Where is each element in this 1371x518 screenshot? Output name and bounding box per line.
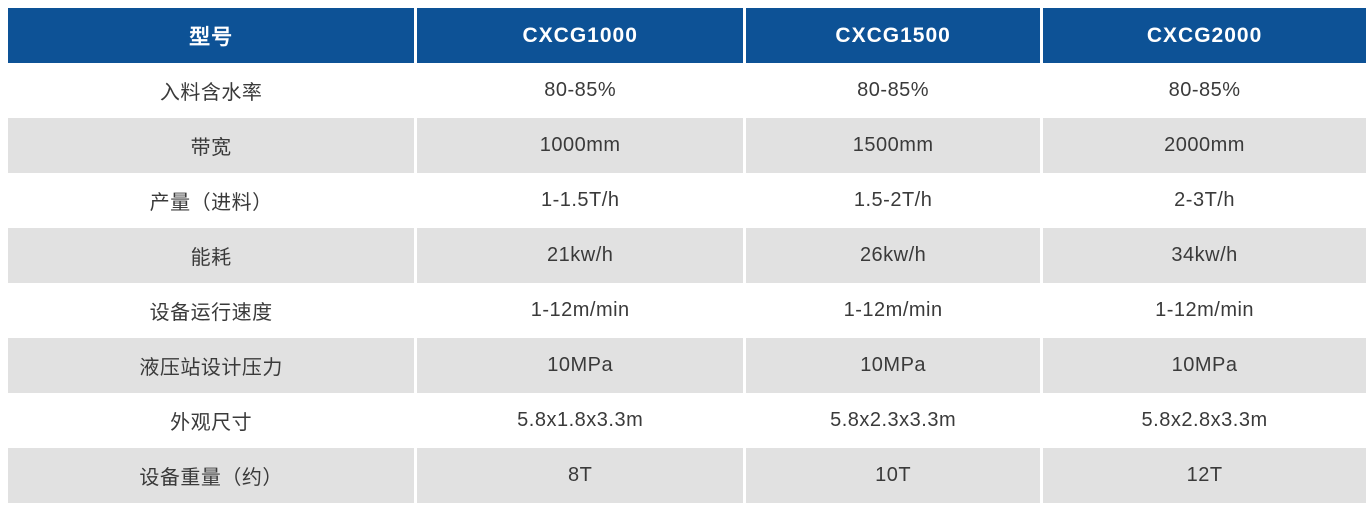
cell-weight-cxcg1500: 10T [746,448,1041,503]
cell-belt-width-cxcg1500: 1500mm [746,118,1041,173]
row-label-hydraulic-pressure: 液压站设计压力 [8,338,415,393]
cell-dimensions-cxcg1500: 5.8x2.3x3.3m [746,393,1041,448]
cell-feed-moisture-cxcg1000: 80-85% [417,63,744,118]
row-label-feed-moisture: 入料含水率 [8,63,415,118]
row-label-belt-width: 带宽 [8,118,415,173]
cell-capacity-cxcg1000: 1-1.5T/h [417,173,744,228]
model-spec-table: 型号 CXCG1000 CXCG1500 CXCG2000 入料含水率 80-8… [8,8,1366,503]
cell-hydraulic-pressure-cxcg1000: 10MPa [417,338,744,393]
cell-speed-cxcg2000: 1-12m/min [1043,283,1366,338]
cell-dimensions-cxcg2000: 5.8x2.8x3.3m [1043,393,1366,448]
cell-belt-width-cxcg1000: 1000mm [417,118,744,173]
cell-feed-moisture-cxcg2000: 80-85% [1043,63,1366,118]
row-label-energy: 能耗 [8,228,415,283]
cell-energy-cxcg2000: 34kw/h [1043,228,1366,283]
cell-weight-cxcg1000: 8T [417,448,744,503]
cell-feed-moisture-cxcg1500: 80-85% [746,63,1041,118]
cell-belt-width-cxcg2000: 2000mm [1043,118,1366,173]
header-cell-cxcg2000: CXCG2000 [1043,8,1366,63]
header-cell-cxcg1500: CXCG1500 [746,8,1041,63]
row-label-speed: 设备运行速度 [8,283,415,338]
cell-speed-cxcg1500: 1-12m/min [746,283,1041,338]
row-label-weight: 设备重量（约） [8,448,415,503]
cell-speed-cxcg1000: 1-12m/min [417,283,744,338]
cell-capacity-cxcg1500: 1.5-2T/h [746,173,1041,228]
row-label-dimensions: 外观尺寸 [8,393,415,448]
cell-weight-cxcg2000: 12T [1043,448,1366,503]
cell-capacity-cxcg2000: 2-3T/h [1043,173,1366,228]
cell-hydraulic-pressure-cxcg2000: 10MPa [1043,338,1366,393]
cell-dimensions-cxcg1000: 5.8x1.8x3.3m [417,393,744,448]
row-label-capacity: 产量（进料） [8,173,415,228]
cell-energy-cxcg1500: 26kw/h [746,228,1041,283]
header-cell-cxcg1000: CXCG1000 [417,8,744,63]
cell-hydraulic-pressure-cxcg1500: 10MPa [746,338,1041,393]
header-cell-model: 型号 [8,8,415,63]
cell-energy-cxcg1000: 21kw/h [417,228,744,283]
